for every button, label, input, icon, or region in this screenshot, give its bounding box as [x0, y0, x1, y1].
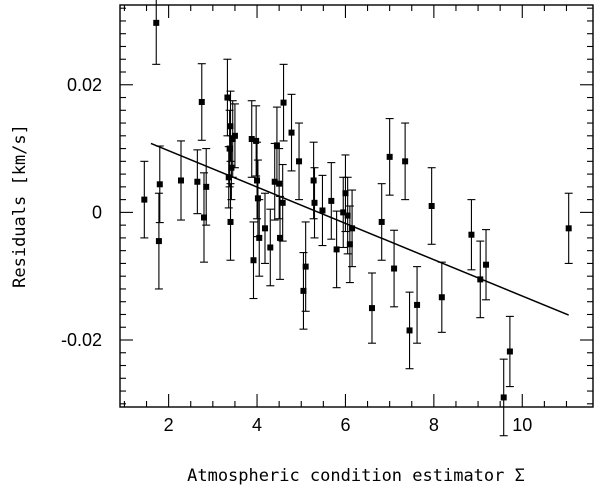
data-point — [328, 197, 335, 204]
data-point — [224, 94, 231, 101]
data-point — [261, 225, 268, 232]
data-point-layer — [141, 19, 572, 401]
data-point — [178, 177, 185, 184]
data-point — [226, 145, 233, 152]
data-point — [277, 234, 284, 241]
data-point — [194, 178, 201, 185]
y-tick-label: 0.02 — [67, 75, 102, 95]
data-point — [300, 287, 307, 294]
data-point — [565, 225, 572, 232]
plot-frame — [119, 4, 594, 408]
data-point — [319, 207, 326, 214]
data-point — [250, 257, 257, 264]
data-point — [310, 177, 317, 184]
x-axis-label: Atmospheric condition estimator Σ — [187, 466, 525, 486]
data-point — [438, 294, 445, 301]
data-point — [288, 129, 295, 136]
x-tick-label: 8 — [429, 415, 439, 435]
data-point — [340, 209, 347, 216]
data-point — [483, 261, 490, 268]
data-point — [391, 265, 398, 272]
data-point — [468, 231, 475, 238]
data-point — [500, 394, 507, 401]
data-point — [342, 190, 349, 197]
data-point — [153, 19, 160, 26]
fit-line — [150, 142, 569, 316]
data-point — [477, 276, 484, 283]
data-point — [378, 218, 385, 225]
data-point — [248, 136, 255, 142]
data-point — [203, 183, 210, 190]
data-point — [296, 158, 303, 165]
data-point — [333, 246, 340, 253]
data-point — [344, 212, 351, 219]
data-point — [276, 180, 283, 187]
data-point — [368, 305, 375, 312]
data-point — [428, 203, 435, 209]
data-point — [273, 142, 280, 149]
data-point — [311, 199, 318, 206]
y-tick-label: 0 — [92, 202, 102, 222]
data-point — [156, 181, 163, 188]
data-point — [386, 153, 393, 160]
data-point — [227, 218, 234, 225]
data-point — [414, 301, 421, 308]
x-tick-label: 4 — [252, 415, 262, 435]
data-point — [200, 214, 207, 221]
data-point — [280, 99, 287, 106]
data-point — [229, 136, 236, 142]
data-point — [349, 225, 356, 232]
y-axis-label: Residuals [km/s] — [10, 124, 30, 288]
data-point — [271, 178, 278, 185]
x-tick-label: 10 — [512, 415, 532, 435]
data-point — [402, 158, 409, 165]
axis-tick-layer — [120, 5, 593, 407]
data-point — [346, 241, 353, 248]
data-point — [254, 195, 261, 202]
data-point — [406, 327, 413, 334]
x-tick-label: 6 — [340, 415, 350, 435]
data-point — [155, 238, 162, 245]
data-point — [279, 199, 286, 206]
data-point — [141, 196, 148, 203]
data-point — [253, 137, 260, 144]
data-point — [254, 177, 261, 184]
data-point — [506, 348, 513, 355]
fit-line-layer — [150, 142, 569, 316]
x-tick-label: 2 — [164, 415, 174, 435]
y-tick-label: -0.02 — [61, 330, 102, 350]
data-point — [227, 123, 234, 130]
data-point — [198, 98, 205, 105]
data-point — [231, 132, 238, 139]
data-point — [228, 164, 235, 171]
tick-label-layer: 2 4 6 8 10 -0.02 0 0.02 — [61, 75, 532, 435]
data-point — [267, 244, 274, 251]
data-point — [256, 234, 263, 241]
error-bar — [152, 0, 161, 65]
data-point — [225, 174, 232, 181]
data-point — [302, 263, 309, 270]
